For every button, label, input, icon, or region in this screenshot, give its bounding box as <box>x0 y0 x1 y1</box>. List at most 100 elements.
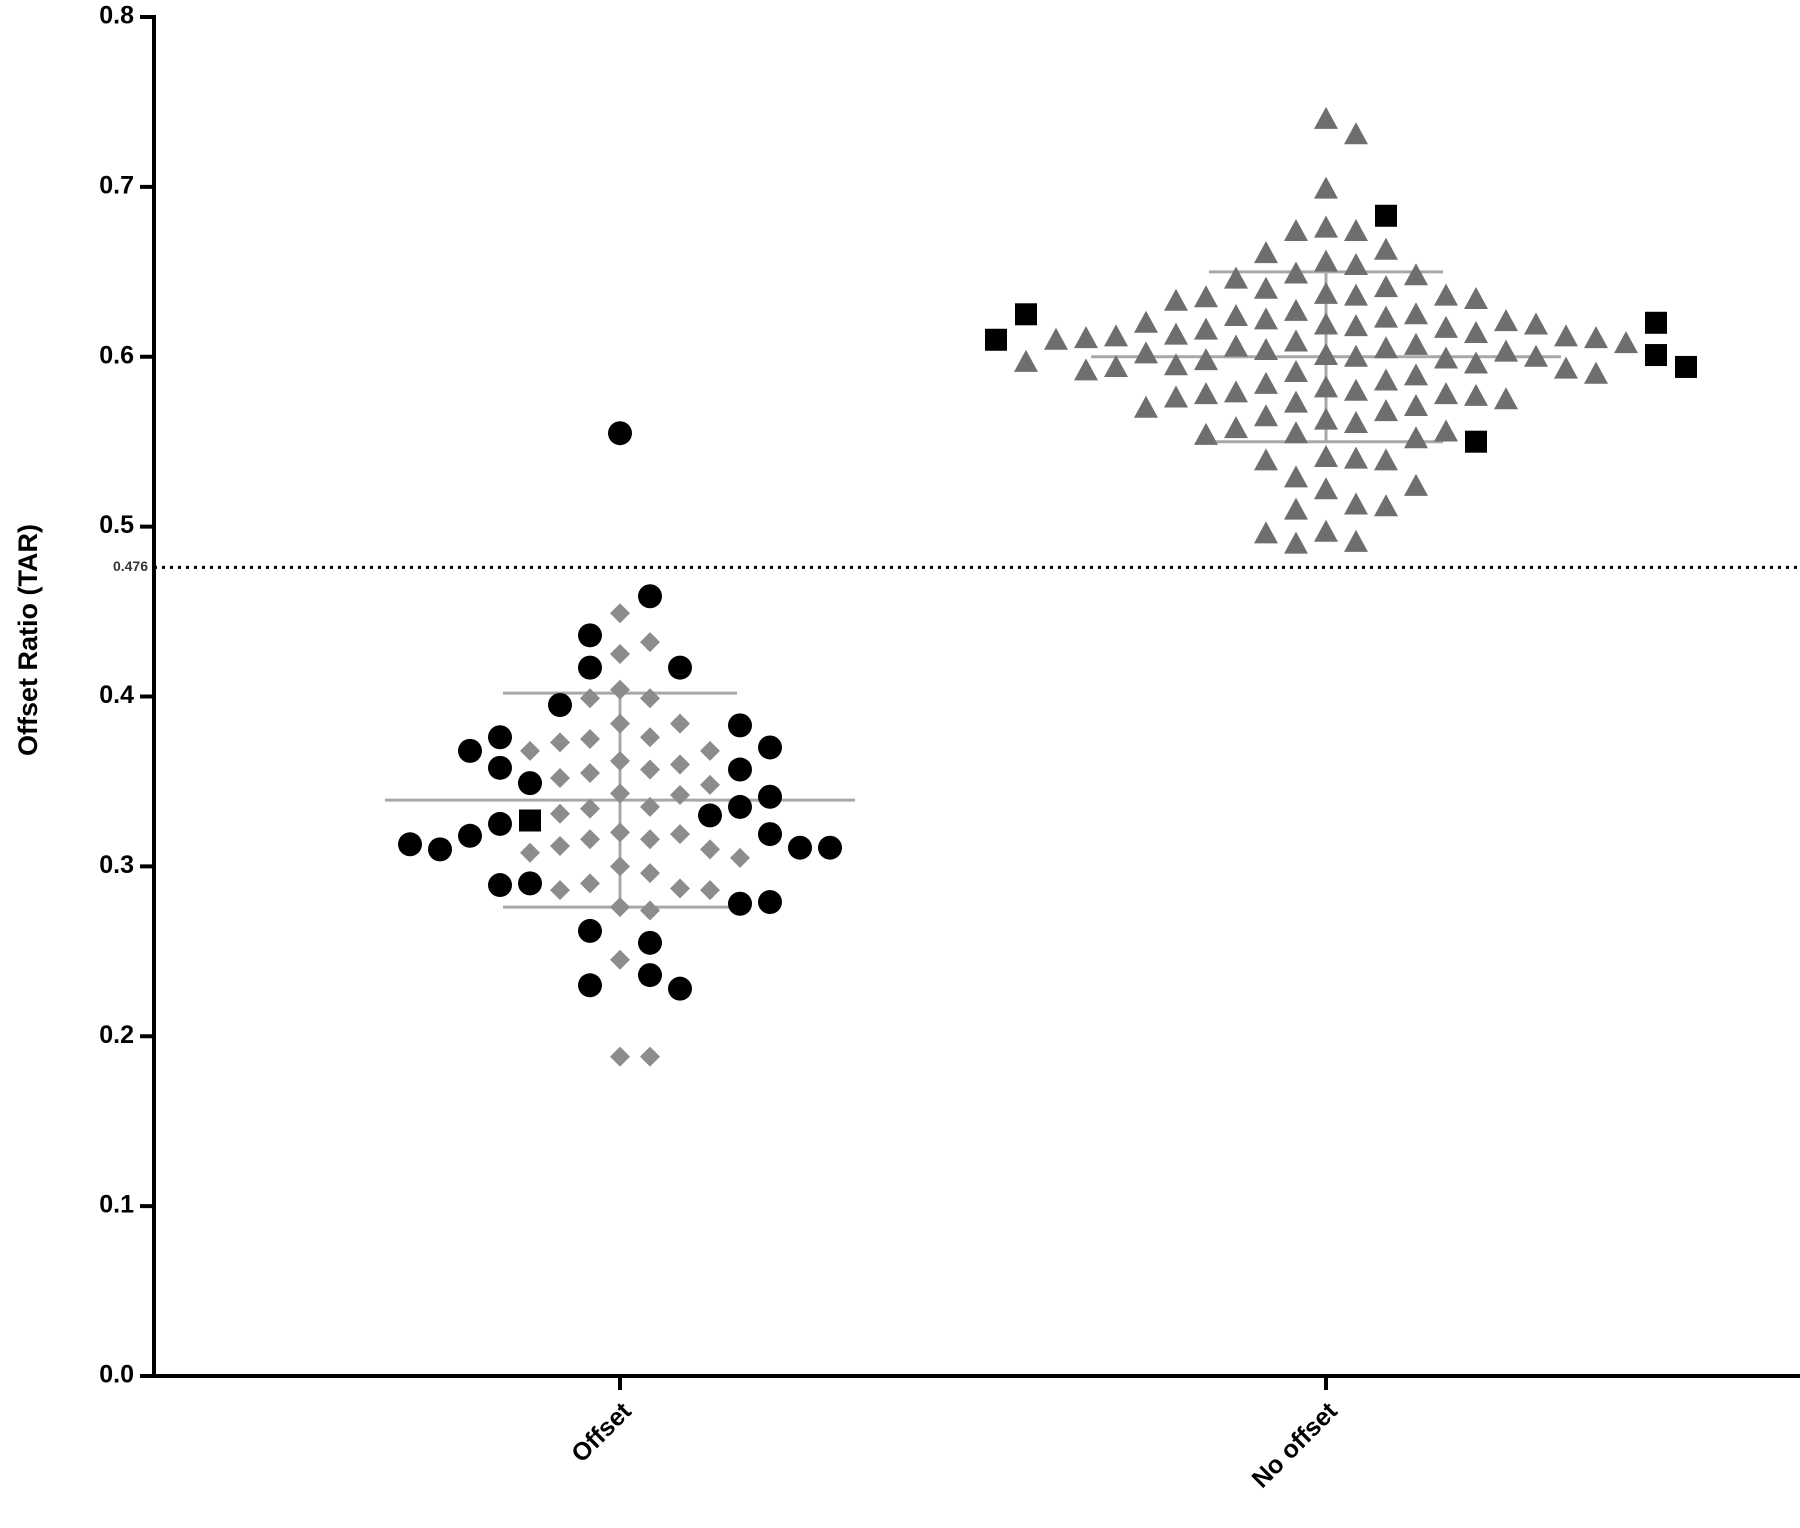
point <box>1134 395 1158 418</box>
point <box>1404 302 1428 325</box>
point <box>1464 351 1488 374</box>
point <box>1314 176 1338 199</box>
point <box>488 725 512 750</box>
point <box>1314 477 1338 500</box>
point <box>610 713 630 734</box>
point <box>580 873 600 894</box>
point <box>1074 326 1098 349</box>
point <box>700 880 720 901</box>
point <box>1254 448 1278 471</box>
point <box>520 740 540 761</box>
point <box>1314 343 1338 366</box>
point <box>1224 303 1248 326</box>
point <box>1254 404 1278 427</box>
point <box>578 918 602 943</box>
point <box>670 754 690 775</box>
point <box>1314 375 1338 398</box>
point <box>1374 399 1398 422</box>
point <box>1434 283 1458 306</box>
point <box>520 842 540 863</box>
point <box>1404 363 1428 386</box>
point <box>758 735 782 760</box>
point <box>1404 263 1428 286</box>
point <box>1374 237 1398 260</box>
point <box>640 863 660 884</box>
y-tick-label: 0.6 <box>99 341 134 369</box>
point <box>1015 303 1037 326</box>
point <box>818 835 842 860</box>
point <box>428 837 452 862</box>
point <box>1284 531 1308 554</box>
point <box>1374 275 1398 298</box>
point <box>610 679 630 700</box>
point <box>548 692 572 717</box>
point <box>1434 315 1458 338</box>
point <box>640 759 660 780</box>
point <box>1314 444 1338 467</box>
point <box>758 822 782 847</box>
point <box>640 632 660 653</box>
point <box>1344 314 1368 337</box>
y-tick-label: 0.0 <box>99 1361 134 1389</box>
point <box>1434 419 1458 442</box>
point <box>788 835 812 860</box>
point <box>1524 312 1548 335</box>
point <box>610 603 630 624</box>
point <box>638 963 662 988</box>
point <box>1344 446 1368 469</box>
point <box>638 930 662 955</box>
point <box>1314 519 1338 542</box>
point <box>1584 326 1608 349</box>
point <box>700 774 720 795</box>
point <box>1645 311 1667 334</box>
point <box>610 949 630 970</box>
point <box>1284 497 1308 520</box>
point <box>1375 204 1397 227</box>
point <box>1344 283 1368 306</box>
point <box>728 794 752 819</box>
point <box>1284 465 1308 488</box>
y-tick-label: 0.3 <box>99 851 134 879</box>
point <box>578 973 602 998</box>
point <box>1344 411 1368 434</box>
point <box>1404 473 1428 496</box>
point <box>638 584 662 609</box>
reference-label: 0.476 <box>113 558 148 574</box>
point <box>1254 276 1278 299</box>
point <box>1524 344 1548 367</box>
point <box>1224 380 1248 403</box>
point <box>1614 331 1638 354</box>
point <box>1675 355 1697 378</box>
point <box>550 732 570 753</box>
y-tick-label: 0.7 <box>99 171 134 199</box>
point <box>1314 407 1338 430</box>
point <box>1014 349 1038 372</box>
point <box>1344 529 1368 552</box>
point <box>1284 421 1308 444</box>
point <box>1284 298 1308 321</box>
point <box>1374 336 1398 359</box>
point <box>1254 371 1278 394</box>
point <box>1194 317 1218 340</box>
point <box>1314 281 1338 304</box>
point <box>668 655 692 680</box>
point <box>1284 261 1308 284</box>
point <box>610 856 630 877</box>
point <box>1404 332 1428 355</box>
point <box>1164 385 1188 408</box>
point <box>610 644 630 665</box>
point <box>1284 360 1308 383</box>
point <box>610 751 630 772</box>
point <box>1224 416 1248 439</box>
point <box>1434 382 1458 405</box>
point <box>670 785 690 806</box>
point <box>580 829 600 850</box>
point <box>1464 383 1488 406</box>
point <box>610 822 630 843</box>
point <box>1104 354 1128 377</box>
point <box>670 878 690 899</box>
point <box>1164 322 1188 345</box>
point <box>1374 368 1398 391</box>
point <box>1404 394 1428 417</box>
